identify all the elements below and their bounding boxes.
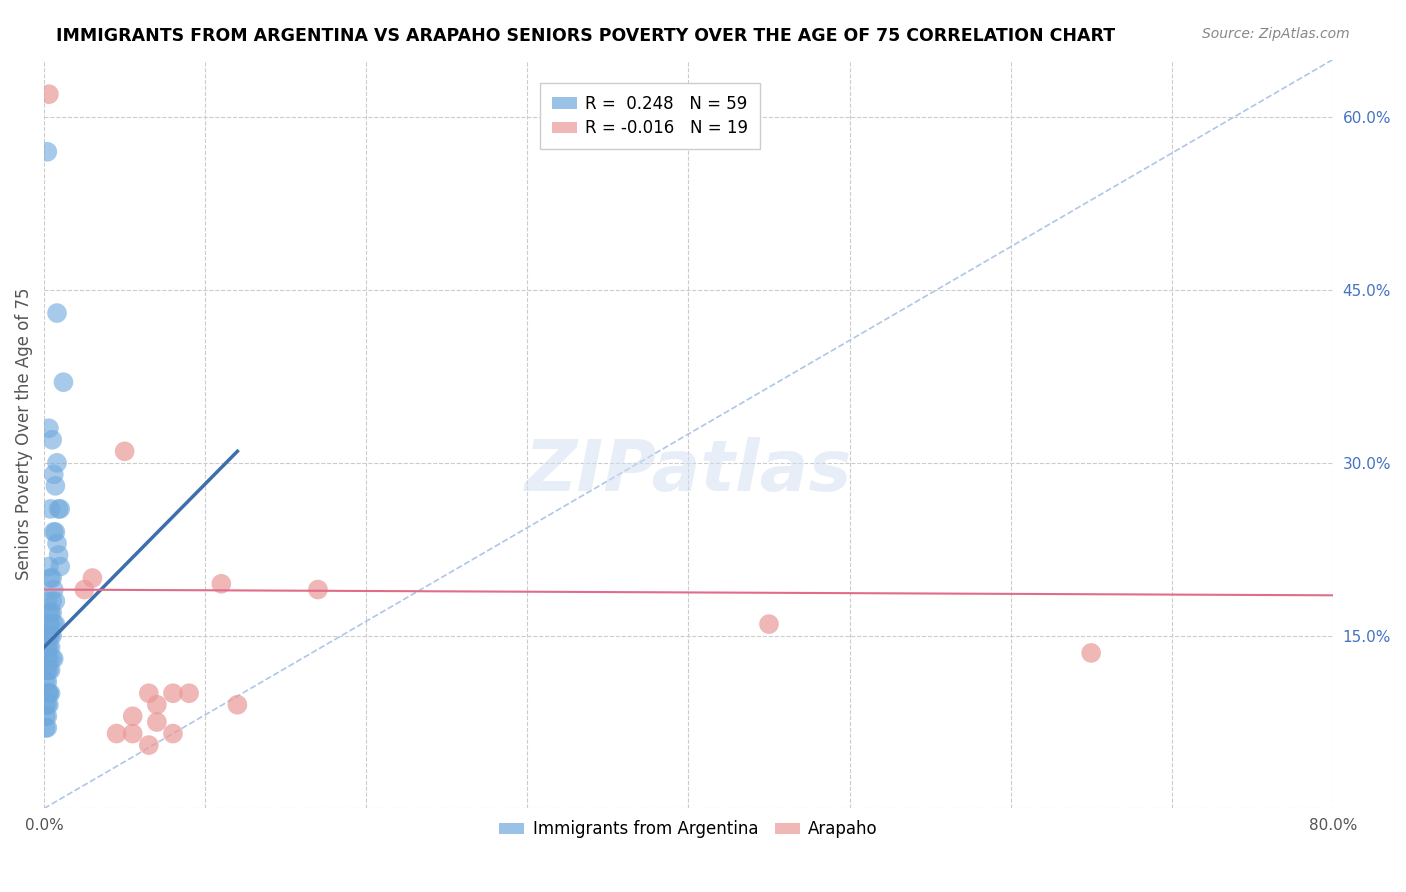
Point [38, 663, 60, 677]
Point [38, 686, 60, 700]
Point [44, 617, 66, 632]
Text: IMMIGRANTS FROM ARGENTINA VS ARAPAHO SENIORS POVERTY OVER THE AGE OF 75 CORRELAT: IMMIGRANTS FROM ARGENTINA VS ARAPAHO SEN… [56, 27, 1115, 45]
Point [42, 651, 65, 665]
Point [46, 306, 69, 320]
Point [46, 456, 69, 470]
Point [121, 726, 143, 740]
Point [114, 444, 136, 458]
Point [49, 502, 72, 516]
Point [37, 651, 59, 665]
Point [41, 651, 63, 665]
Point [146, 714, 169, 729]
Point [38, 640, 60, 655]
Point [146, 698, 169, 712]
Point [35, 709, 58, 723]
Point [73, 582, 96, 597]
Point [39, 640, 62, 655]
Point [37, 709, 59, 723]
Point [38, 421, 60, 435]
Point [758, 617, 780, 632]
Point [38, 651, 60, 665]
Point [38, 698, 60, 712]
Point [39, 502, 62, 516]
Point [37, 663, 59, 677]
Point [162, 726, 184, 740]
Point [41, 629, 63, 643]
Point [44, 524, 66, 539]
Point [226, 698, 249, 712]
Point [82, 571, 104, 585]
Point [38, 559, 60, 574]
Point [39, 617, 62, 632]
Point [44, 479, 66, 493]
Point [49, 559, 72, 574]
Legend: Immigrants from Argentina, Arapaho: Immigrants from Argentina, Arapaho [492, 814, 884, 845]
Point [42, 524, 65, 539]
Point [38, 617, 60, 632]
Y-axis label: Seniors Poverty Over the Age of 75: Seniors Poverty Over the Age of 75 [15, 288, 32, 581]
Point [41, 433, 63, 447]
Point [162, 686, 184, 700]
Point [35, 698, 58, 712]
Point [38, 606, 60, 620]
Point [209, 576, 232, 591]
Point [1080, 646, 1102, 660]
Point [42, 582, 65, 597]
Point [37, 674, 59, 689]
Point [37, 145, 59, 159]
Point [37, 594, 59, 608]
Point [52, 375, 75, 389]
Point [42, 617, 65, 632]
Point [39, 663, 62, 677]
Point [38, 686, 60, 700]
Point [35, 674, 58, 689]
Point [37, 698, 59, 712]
Point [38, 87, 60, 102]
Point [48, 548, 70, 562]
Point [307, 582, 329, 597]
Point [42, 467, 65, 482]
Point [37, 629, 59, 643]
Point [37, 686, 59, 700]
Point [138, 686, 160, 700]
Text: Source: ZipAtlas.com: Source: ZipAtlas.com [1202, 27, 1350, 41]
Point [46, 536, 69, 550]
Point [138, 738, 160, 752]
Point [38, 629, 60, 643]
Point [105, 726, 128, 740]
Point [37, 721, 59, 735]
Point [48, 502, 70, 516]
Point [44, 594, 66, 608]
Point [37, 640, 59, 655]
Point [41, 594, 63, 608]
Point [41, 571, 63, 585]
Point [35, 663, 58, 677]
Point [177, 686, 200, 700]
Point [41, 606, 63, 620]
Point [39, 571, 62, 585]
Point [121, 709, 143, 723]
Point [39, 629, 62, 643]
Point [39, 606, 62, 620]
Point [35, 640, 58, 655]
Point [35, 721, 58, 735]
Text: ZIPatlas: ZIPatlas [524, 437, 852, 506]
Point [39, 686, 62, 700]
